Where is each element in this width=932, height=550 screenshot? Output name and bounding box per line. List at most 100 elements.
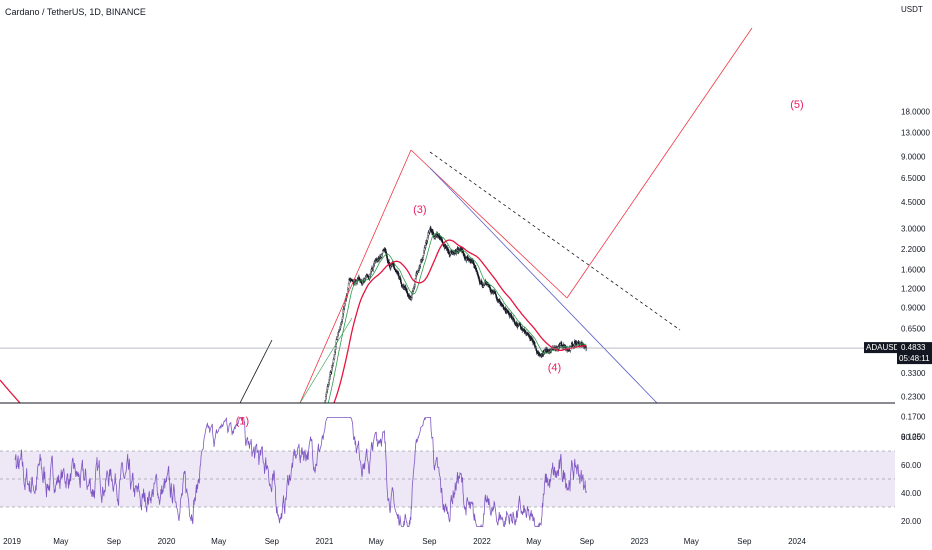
candle-body (171, 522, 172, 523)
candle-body (179, 537, 180, 538)
slow-moving-average-start (0, 379, 21, 403)
candle-body (205, 522, 206, 524)
time-axis-label: Sep (422, 537, 437, 546)
candle-body (264, 432, 265, 434)
candle-body (137, 508, 138, 509)
candle-body (177, 532, 178, 533)
candle-body (186, 533, 187, 534)
candle-body (297, 434, 298, 436)
candle-body (277, 440, 278, 442)
candle-body (194, 543, 195, 545)
time-axis-label: 2020 (158, 537, 176, 546)
candle-body (166, 520, 167, 521)
candle-body (275, 434, 276, 435)
candle-body (262, 429, 263, 430)
candle-body (140, 511, 141, 513)
candle-body (59, 507, 60, 509)
candle-body (156, 516, 157, 517)
candle-body (148, 517, 149, 519)
candle-body (260, 432, 261, 434)
candle-body (257, 433, 258, 434)
candle-body (191, 542, 192, 543)
candle-body (310, 418, 311, 420)
candle-body (297, 436, 298, 437)
candle-body (194, 544, 195, 545)
candle-body (119, 508, 120, 509)
candle-body (280, 448, 281, 449)
candle-body (151, 519, 152, 520)
candle-body (313, 422, 314, 423)
candle-body (291, 445, 292, 447)
candle-body (299, 433, 300, 434)
candle-body (101, 508, 102, 510)
candle-body (317, 419, 318, 421)
candle-body (54, 508, 55, 509)
candle-body (321, 413, 322, 414)
candle-body (176, 530, 177, 532)
candle-body (103, 508, 104, 509)
candle-body (293, 438, 294, 440)
candle-body (272, 432, 273, 433)
candle-body (203, 527, 204, 529)
candle-body (303, 430, 304, 431)
candle-body (164, 521, 165, 523)
candle-body (137, 508, 138, 509)
candle-body (117, 511, 118, 512)
price-axis-tick: 9.0000 (901, 153, 926, 162)
candle-body (314, 422, 315, 423)
candle-body (158, 521, 159, 522)
candle-body (184, 530, 185, 531)
candle-body (10, 509, 11, 510)
candle-body (209, 511, 210, 513)
candle-body (265, 431, 266, 432)
wave-1-trendline (239, 339, 273, 403)
candle-body (181, 534, 182, 535)
candle-body (313, 421, 314, 422)
candle-body (156, 517, 157, 519)
candle-body (288, 447, 289, 448)
candle-body (169, 518, 170, 520)
candle-body (49, 508, 50, 509)
candle-body (208, 513, 209, 514)
candle-body (304, 428, 305, 429)
candle-body (252, 439, 253, 440)
candle-body (149, 517, 150, 518)
candle-body (172, 524, 173, 526)
candle-body (201, 533, 202, 535)
price-axis-tick: 13.0000 (901, 129, 930, 138)
candle-body (163, 521, 164, 522)
wave-label: (3) (413, 204, 426, 216)
candle-body (287, 445, 288, 447)
candle-body (200, 537, 201, 538)
price-axis-tick: 1.2000 (901, 285, 926, 294)
candle-body (143, 512, 144, 513)
candle-body (118, 512, 119, 513)
candle-body (265, 430, 266, 432)
candle-body (157, 520, 158, 521)
candle-body (154, 518, 155, 519)
candle-body (200, 535, 201, 538)
candle-body (120, 508, 121, 509)
candle-body (185, 532, 186, 534)
rsi-axis-tick: 40.00 (901, 489, 922, 498)
candle-body (173, 524, 174, 525)
candle-body (324, 405, 325, 407)
candle-body (155, 517, 156, 518)
candle-body (261, 430, 262, 432)
candle-body (309, 421, 310, 423)
candle-body (140, 510, 141, 511)
candle-body (307, 428, 308, 429)
candle-body (54, 507, 55, 509)
candle-body (55, 508, 56, 509)
candle-body (263, 431, 264, 432)
candle-body (143, 511, 144, 512)
candle-body (47, 507, 48, 508)
price-axis-tick: 0.1250 (901, 433, 926, 442)
rsi-axis-tick: 20.00 (901, 517, 922, 526)
candle-body (36, 507, 37, 509)
candle-body (178, 537, 179, 538)
price-axis-tick: 0.2300 (901, 393, 926, 402)
candle-body (49, 508, 50, 509)
candle-body (46, 507, 47, 509)
